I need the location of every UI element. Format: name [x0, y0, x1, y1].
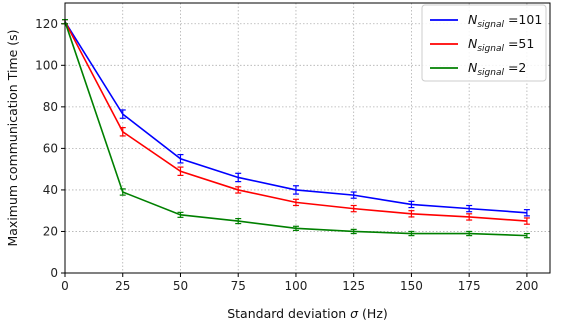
- x-axis-title-symbol: σ: [350, 306, 359, 321]
- y-tick-label: 40: [43, 183, 58, 197]
- x-tick-label: 150: [400, 279, 423, 293]
- x-tick-label: 125: [342, 279, 365, 293]
- y-tick-label: 60: [43, 141, 58, 155]
- x-tick-label: 25: [115, 279, 130, 293]
- x-axis-title: Standard deviation σ (Hz): [227, 306, 388, 321]
- x-axis-title-prefix: Standard deviation: [227, 306, 350, 321]
- y-tick-label: 80: [43, 100, 58, 114]
- y-tick-label: 120: [35, 17, 58, 31]
- x-tick-label: 100: [284, 279, 307, 293]
- x-tick-label: 75: [231, 279, 246, 293]
- x-axis-title-suffix: (Hz): [358, 306, 388, 321]
- axes: 0 25 50 75 100 125 150 175 200 0 20 40 60 80 100 120: [35, 17, 538, 293]
- y-axis-title: Maximum communication Time (s): [5, 29, 20, 246]
- legend: Nsignal =101 Nsignal =51 Nsignal =2: [421, 4, 547, 82]
- y-tick-label: 0: [50, 266, 58, 280]
- plot-border: [64, 2, 551, 274]
- y-tick-label: 20: [43, 224, 58, 238]
- y-tick-label: 100: [35, 58, 58, 72]
- x-tick-label: 0: [61, 279, 69, 293]
- x-tick-label: 200: [515, 279, 538, 293]
- x-tick-label: 50: [173, 279, 188, 293]
- legend-item: Nsignal =2: [430, 60, 526, 78]
- legend-box: [421, 4, 547, 82]
- legend-label: Nsignal =101: [468, 12, 542, 30]
- legend-item: Nsignal =51: [430, 36, 534, 54]
- legend-label: Nsignal =2: [468, 60, 526, 78]
- x-tick-label: 175: [458, 279, 481, 293]
- legend-item: Nsignal =101: [430, 12, 542, 30]
- legend-label: Nsignal =51: [468, 36, 534, 54]
- series-0: [62, 19, 530, 217]
